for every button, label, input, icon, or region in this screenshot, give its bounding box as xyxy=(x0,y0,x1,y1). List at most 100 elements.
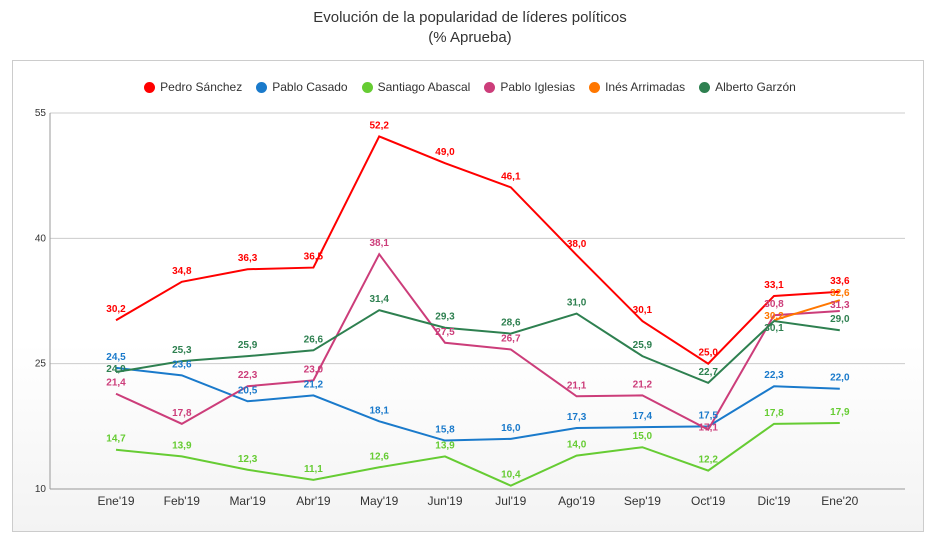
data-label: 13,9 xyxy=(435,440,455,451)
data-label: 24,0 xyxy=(106,364,126,375)
data-label: 16,0 xyxy=(501,423,521,434)
data-label: 26,6 xyxy=(304,334,324,345)
legend-item[interactable]: Pablo Iglesias xyxy=(484,80,575,94)
x-tick-label: May'19 xyxy=(360,494,399,508)
y-tick-label: 55 xyxy=(35,108,47,119)
data-label: 22,3 xyxy=(238,370,258,381)
y-tick-label: 25 xyxy=(35,359,47,370)
series-line-pedro-s-nchez xyxy=(115,135,840,365)
legend-marker-icon xyxy=(589,81,601,93)
x-tick-label: Jun'19 xyxy=(428,494,463,508)
data-label: 29,0 xyxy=(830,314,850,325)
legend-item[interactable]: Alberto Garzón xyxy=(699,80,796,94)
data-label: 20,5 xyxy=(238,385,258,396)
data-label: 24,5 xyxy=(106,352,126,363)
legend-marker-icon xyxy=(256,81,268,93)
legend-marker-icon xyxy=(361,81,373,93)
data-label: 34,8 xyxy=(172,266,192,277)
chart-frame xyxy=(12,60,924,532)
legend-label: Pablo Iglesias xyxy=(500,80,576,94)
chart-subtitle: (% Aprueba) xyxy=(428,29,512,46)
data-label: 14,0 xyxy=(567,440,587,451)
data-label: 36,3 xyxy=(238,253,258,264)
legend-item[interactable]: Santiago Abascal xyxy=(361,80,471,94)
data-label: 13,9 xyxy=(172,440,192,451)
x-tick-label: Mar'19 xyxy=(229,494,266,508)
x-tick-label: Dic'19 xyxy=(758,494,791,508)
data-label: 21,2 xyxy=(633,379,653,390)
data-label: 11,1 xyxy=(304,464,323,475)
x-tick-label: Jul'19 xyxy=(495,494,526,508)
data-label: 49,0 xyxy=(435,147,455,158)
data-label: 33,6 xyxy=(830,276,850,287)
data-label: 14,7 xyxy=(106,434,126,445)
x-tick-label: Ene'20 xyxy=(821,494,858,508)
data-label: 29,3 xyxy=(435,312,455,323)
data-label: 22,3 xyxy=(764,370,784,381)
x-tick-label: Feb'19 xyxy=(164,494,201,508)
legend: Pedro Sánchez Pablo Casado Santiago Abasca… xyxy=(0,80,940,94)
data-label: 38,0 xyxy=(567,239,587,250)
legend-label: Inés Arrimadas xyxy=(605,80,686,94)
data-label: 17,8 xyxy=(172,408,192,419)
data-label: 30,2 xyxy=(106,304,126,315)
x-tick-label: Ene'19 xyxy=(98,494,135,508)
data-label: 26,7 xyxy=(501,333,521,344)
data-label: 18,1 xyxy=(369,405,389,416)
x-tick-label: Abr'19 xyxy=(296,494,331,508)
data-label: 22,0 xyxy=(830,373,850,384)
data-label: 23,6 xyxy=(172,359,192,370)
x-tick-label: Ago'19 xyxy=(558,494,595,508)
data-label: 30,8 xyxy=(764,299,784,310)
data-label: 23,0 xyxy=(304,364,324,375)
data-label: 17,9 xyxy=(830,407,850,418)
data-label: 31,0 xyxy=(567,298,587,309)
data-label: 46,1 xyxy=(501,171,521,182)
data-label: 12,2 xyxy=(698,455,718,466)
data-label: 21,4 xyxy=(106,378,126,389)
series-line-pablo-iglesias xyxy=(115,252,840,432)
data-label: 25,9 xyxy=(633,340,653,351)
y-tick-label: 10 xyxy=(35,484,47,495)
legend-marker-icon xyxy=(144,81,156,93)
legend-item[interactable]: Inés Arrimadas xyxy=(589,80,685,94)
data-label: 30,1 xyxy=(633,305,653,316)
data-label: 15,8 xyxy=(435,425,455,436)
data-label: 30,1 xyxy=(764,323,784,334)
legend-label: Pedro Sánchez xyxy=(160,80,243,94)
data-label: 52,2 xyxy=(369,120,389,131)
data-label: 38,1 xyxy=(369,238,389,249)
data-label: 33,1 xyxy=(764,280,784,291)
data-label: 36,5 xyxy=(304,252,324,263)
data-label: 12,3 xyxy=(238,454,258,465)
data-label: 10,4 xyxy=(501,470,521,481)
data-label: 17,8 xyxy=(764,408,784,419)
data-label: 17,1 xyxy=(698,422,718,433)
data-label: 17,3 xyxy=(567,412,587,423)
x-tick-label: Sep'19 xyxy=(624,494,661,508)
data-label: 21,1 xyxy=(567,380,587,391)
legend-label: Alberto Garzón xyxy=(715,80,796,94)
legend-label: Santiago Abascal xyxy=(377,80,471,94)
data-label: 30,2 xyxy=(764,311,784,322)
data-label: 12,6 xyxy=(369,451,389,462)
chart-title: Evolución de la popularidad de líderes p… xyxy=(0,8,940,48)
data-label: 25,3 xyxy=(172,345,192,356)
series-line-santiago-abascal xyxy=(115,421,840,487)
legend-label: Pablo Casado xyxy=(272,80,348,94)
y-tick-label: 40 xyxy=(35,233,47,244)
legend-marker-icon xyxy=(699,81,711,93)
legend-item[interactable]: Pedro Sánchez xyxy=(144,80,242,94)
legend-marker-icon xyxy=(484,81,496,93)
series-line-pablo-casado xyxy=(115,366,840,442)
data-label: 31,4 xyxy=(369,294,389,305)
series-line-in-s-arrimadas xyxy=(773,299,841,322)
data-label: 31,3 xyxy=(830,300,850,311)
legend-item[interactable]: Pablo Casado xyxy=(256,80,348,94)
chart-title-main: Evolución de la popularidad de líderes p… xyxy=(313,9,627,26)
data-label: 17,5 xyxy=(698,410,718,421)
data-label: 25,0 xyxy=(698,348,718,359)
data-label: 21,2 xyxy=(304,379,324,390)
data-label: 28,6 xyxy=(501,318,521,329)
